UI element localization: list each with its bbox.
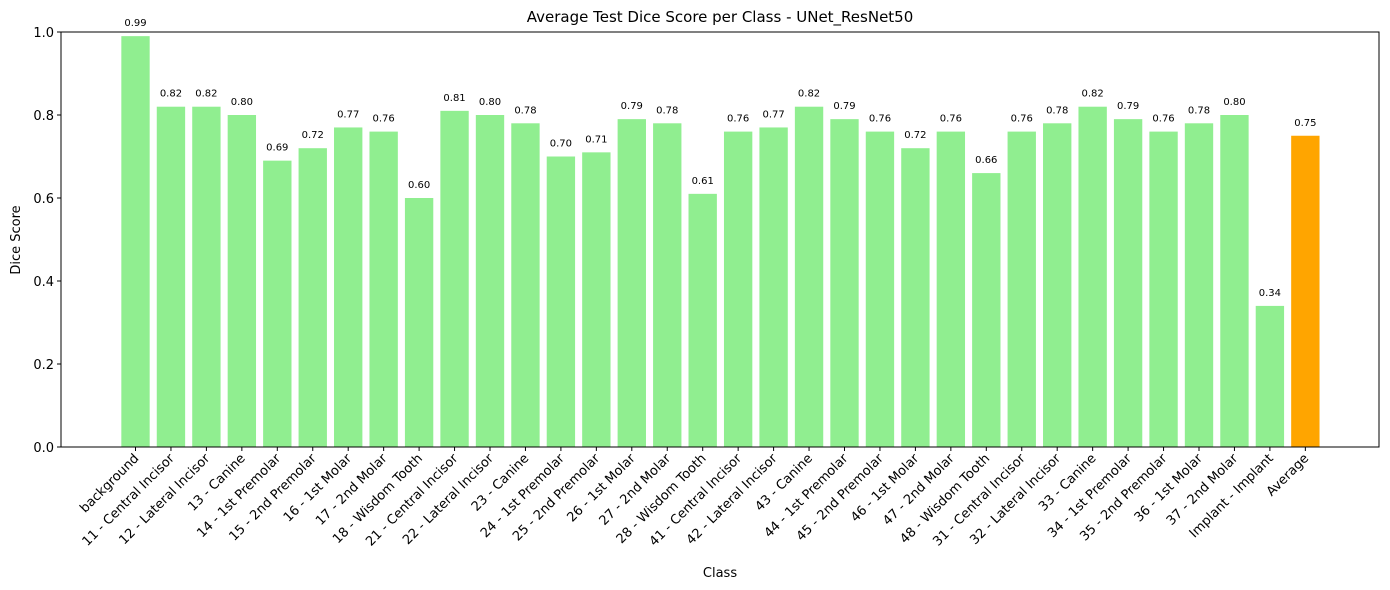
- value-label: 0.79: [833, 101, 855, 112]
- bar: [1255, 305, 1285, 447]
- bar: [759, 127, 788, 447]
- value-label: 0.78: [1188, 105, 1210, 116]
- value-label: 0.71: [585, 134, 607, 145]
- bar: [404, 198, 434, 447]
- value-label: 0.72: [302, 130, 324, 141]
- plot-frame: [60, 31, 1380, 448]
- value-label: 0.79: [1117, 101, 1139, 112]
- bar: [298, 148, 327, 447]
- value-label: 0.78: [1046, 105, 1068, 116]
- value-label: 0.80: [479, 97, 501, 108]
- value-label: 0.61: [692, 176, 714, 187]
- value-label: 0.60: [408, 180, 430, 191]
- bar: [334, 127, 363, 447]
- bar: [936, 131, 966, 447]
- value-label: 0.77: [762, 109, 784, 120]
- y-axis-label: Dice Score: [9, 205, 24, 274]
- value-label: 0.76: [1011, 114, 1033, 125]
- y-tick-label: 0.0: [33, 441, 54, 456]
- bar: [582, 152, 611, 447]
- value-label: 0.81: [443, 93, 465, 104]
- bar: [156, 106, 186, 447]
- value-label: 0.82: [798, 89, 820, 100]
- bar: [794, 106, 824, 447]
- bar: [830, 119, 859, 448]
- bar: [1007, 131, 1036, 447]
- bar: [121, 36, 150, 448]
- value-label: 0.82: [195, 89, 217, 100]
- bar: [546, 156, 576, 447]
- value-label: 0.79: [621, 101, 643, 112]
- value-label: 0.76: [940, 114, 962, 125]
- value-label: 0.80: [231, 97, 253, 108]
- value-label: 0.82: [160, 89, 182, 100]
- value-label: 0.70: [550, 139, 572, 150]
- bar: [1184, 123, 1214, 448]
- bar: [475, 115, 505, 447]
- bar: [723, 131, 753, 447]
- y-tick-label: 0.4: [33, 275, 54, 290]
- bar: [1220, 115, 1249, 447]
- value-label: 0.69: [266, 143, 288, 154]
- bar: [865, 131, 895, 447]
- value-label: 0.76: [727, 114, 749, 125]
- value-label: 0.76: [373, 114, 395, 125]
- bar: [617, 119, 646, 448]
- bar: [440, 110, 469, 447]
- value-label: 0.75: [1294, 118, 1316, 129]
- bar: [263, 160, 292, 447]
- chart-title: Average Test Dice Score per Class - UNet…: [527, 8, 914, 27]
- bar: [511, 123, 540, 448]
- bar: [653, 123, 682, 448]
- bar: [227, 115, 257, 447]
- value-label: 0.34: [1259, 288, 1281, 299]
- bar: [192, 106, 221, 447]
- value-label: 0.78: [656, 105, 678, 116]
- value-label: 0.77: [337, 109, 359, 120]
- value-label: 0.78: [514, 105, 536, 116]
- bar: [972, 173, 1001, 447]
- bar: [369, 131, 398, 447]
- bar: [901, 148, 930, 447]
- y-tick-label: 0.8: [33, 109, 54, 124]
- y-tick-label: 1.0: [33, 26, 54, 41]
- bar: [688, 193, 717, 447]
- value-label: 0.99: [124, 18, 146, 29]
- bar: [1291, 135, 1320, 447]
- x-axis-label: Class: [703, 566, 737, 581]
- value-label: 0.82: [1082, 89, 1104, 100]
- value-label: 0.76: [869, 114, 891, 125]
- value-label: 0.76: [1152, 114, 1174, 125]
- bar: [1113, 119, 1143, 448]
- bar: [1149, 131, 1178, 447]
- y-tick-label: 0.2: [33, 358, 54, 373]
- bar: [1078, 106, 1107, 447]
- y-tick-label: 0.6: [33, 192, 54, 207]
- value-label: 0.66: [975, 155, 997, 166]
- bar: [1043, 123, 1072, 448]
- value-label: 0.80: [1223, 97, 1245, 108]
- value-label: 0.72: [904, 130, 926, 141]
